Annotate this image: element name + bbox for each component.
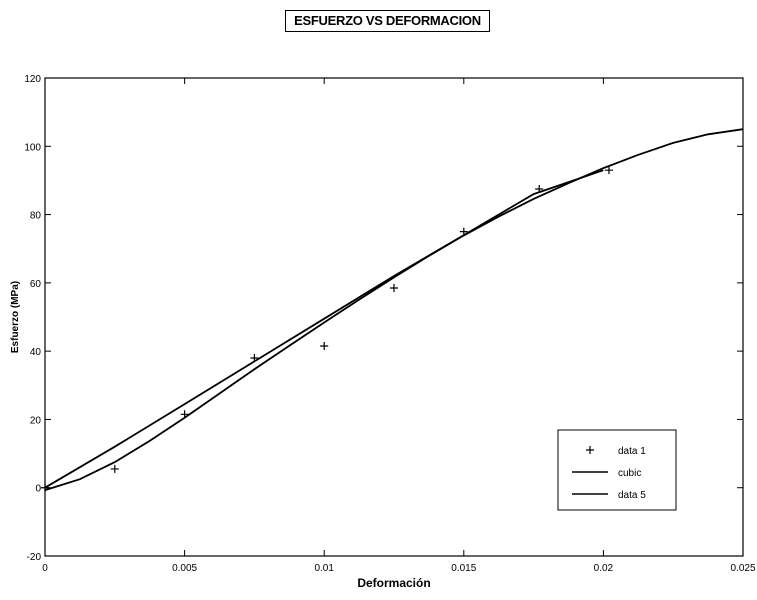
data-point (110, 464, 119, 473)
x-tick-label: 0.01 (314, 563, 334, 574)
y-tick-label: 0 (35, 484, 41, 495)
y-tick-label: 40 (30, 347, 42, 358)
x-tick-label: 0.005 (172, 563, 197, 574)
data-point (604, 166, 613, 175)
y-tick-label: 100 (24, 142, 41, 153)
series-line-cubic (44, 128, 744, 491)
x-tick-label: 0.015 (451, 563, 476, 574)
x-tick-label: 0.02 (594, 563, 614, 574)
y-tick-label: 20 (30, 415, 42, 426)
data-point (41, 483, 49, 492)
x-tick-label: 0.025 (730, 563, 755, 574)
x-axis-label: Deformación (357, 576, 430, 590)
series-line-data-5 (44, 169, 604, 489)
data-point (320, 342, 329, 351)
legend-label: data 5 (618, 490, 646, 501)
legend-label: cubic (618, 468, 641, 479)
y-axis-label: Esfuerzo (MPa) (10, 281, 21, 353)
legend-marker (586, 446, 594, 454)
y-tick-label: 80 (30, 211, 42, 222)
legend-label: data 1 (618, 446, 646, 457)
y-tick-label: -20 (27, 552, 42, 563)
y-tick-label: 60 (30, 279, 42, 290)
x-tick-label: 0 (42, 563, 48, 574)
chart-title: ESFUERZO VS DEFORMACION (285, 10, 490, 32)
legend-box (557, 429, 677, 511)
plot-area (44, 77, 744, 557)
data-point (390, 283, 398, 292)
y-tick-label: 120 (24, 74, 41, 85)
